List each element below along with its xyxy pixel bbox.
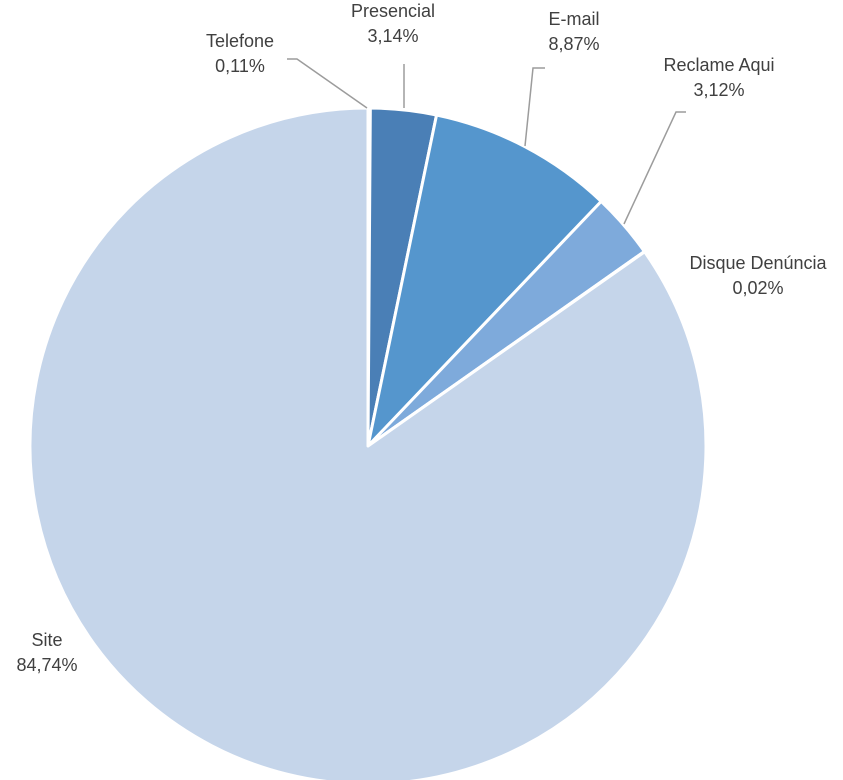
data-label-e-mail: E-mail 8,87% [548,9,599,54]
leader-line-e-mail [524,67,545,147]
data-label-category: E-mail [548,9,599,29]
data-label-disque-denuncia: Disque Denúncia 0,02% [689,253,827,298]
data-label-value: 3,12% [693,80,744,100]
data-label-value: 84,74% [16,655,77,675]
data-label-category: Disque Denúncia [689,253,827,273]
pie-slice-e-mail [366,113,603,448]
data-label-category: Reclame Aqui [663,55,774,75]
slices-layer [28,106,708,780]
data-labels-layer: Telefone 0,11% Presencial 3,14% E-mail 8,87% R… [16,1,827,675]
pie-slice-site [28,106,708,780]
data-label-value: 3,14% [367,26,418,46]
data-label-reclame-aqui: Reclame Aqui 3,12% [663,55,774,100]
data-label-category: Presencial [351,1,435,21]
data-label-value: 8,87% [548,34,599,54]
leader-line-reclame-aqui [623,111,686,225]
data-label-value: 0,11% [215,56,265,76]
data-label-telefone: Telefone 0,11% [206,31,274,76]
data-label-category: Telefone [206,31,274,51]
leader-lines-layer [287,58,686,225]
leader-line-telefone [287,58,368,109]
data-label-site: Site 84,74% [16,630,77,675]
data-label-presencial: Presencial 3,14% [351,1,435,46]
data-label-category: Site [31,630,62,650]
data-label-value: 0,02% [732,278,783,298]
